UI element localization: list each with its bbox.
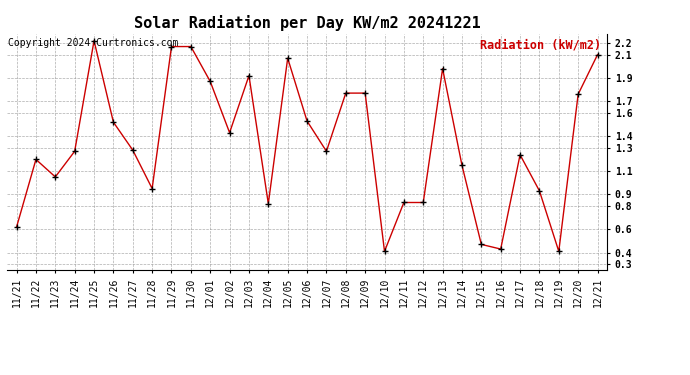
Text: Copyright 2024 Curtronics.com: Copyright 2024 Curtronics.com xyxy=(8,39,179,48)
Title: Solar Radiation per Day KW/m2 20241221: Solar Radiation per Day KW/m2 20241221 xyxy=(134,15,480,31)
Text: Radiation (kW/m2): Radiation (kW/m2) xyxy=(480,39,601,51)
